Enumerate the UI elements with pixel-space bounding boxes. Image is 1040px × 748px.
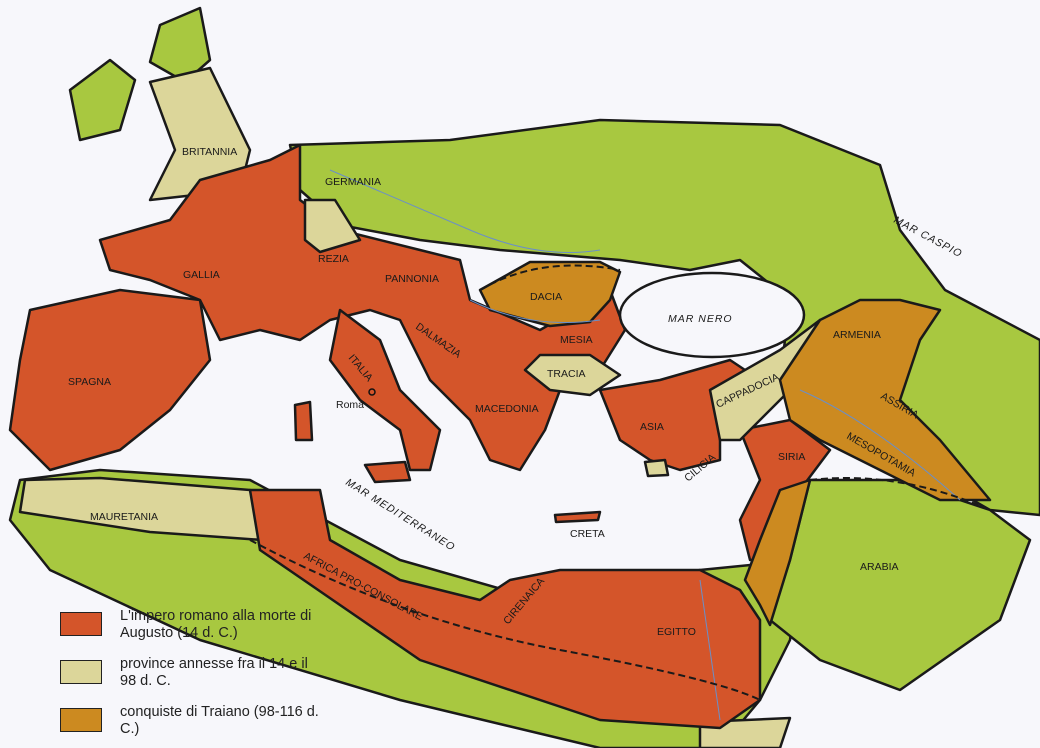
legend: L'impero romano alla morte di Augusto (1… — [60, 608, 320, 748]
region-arabia-petraea — [743, 478, 812, 627]
region-spagna — [8, 288, 212, 472]
legend-swatch — [60, 660, 102, 684]
label-mesia: MESIA — [560, 334, 593, 346]
legend-item-augustus: L'impero romano alla morte di Augusto (1… — [60, 608, 320, 642]
frontier-line — [249, 539, 761, 701]
legend-item-trajan: conquiste di Traiano (98-116 d. C.) — [60, 704, 320, 738]
label-armenia: ARMENIA — [833, 329, 881, 341]
label-creta: CRETA — [570, 528, 605, 540]
label-macedonia: MACEDONIA — [475, 403, 539, 415]
black-sea — [618, 271, 806, 359]
region-ireland — [68, 58, 137, 142]
frontier-line — [809, 477, 991, 511]
region-arabia — [768, 478, 1032, 692]
region-italia — [328, 308, 442, 472]
legend-item-annexed: province annesse fra il 14 e il 98 d. C. — [60, 656, 320, 690]
river — [469, 299, 601, 323]
region-sardinia — [293, 400, 314, 442]
region-cappadocia — [708, 318, 822, 442]
region-armenia-mesopotamia — [778, 298, 992, 502]
legend-text: province annesse fra il 14 e il 98 d. C. — [120, 656, 308, 689]
label-gallia: GALLIA — [183, 269, 220, 281]
legend-swatch — [60, 708, 102, 732]
river — [799, 389, 961, 501]
label-spagna: SPAGNA — [68, 376, 111, 388]
legend-text: conquiste di Traiano (98-116 d. C.) — [120, 704, 319, 737]
label-rezia: REZIA — [318, 253, 349, 265]
frontier-line — [479, 264, 621, 291]
region-africa — [248, 488, 762, 730]
label-mar-nero: MAR NERO — [668, 313, 733, 325]
label-mauretania: MAURETANIA — [90, 511, 158, 523]
region-cilicia-coast — [643, 458, 670, 478]
label-dacia: DACIA — [530, 291, 562, 303]
label-egitto: EGITTO — [657, 626, 696, 638]
label-roma: Roma — [336, 399, 364, 411]
label-asia: ASIA — [640, 421, 664, 433]
label-tracia: TRACIA — [547, 368, 586, 380]
label-siria: SIRIA — [778, 451, 805, 463]
river — [329, 169, 601, 253]
legend-text: L'impero romano alla morte di Augusto (1… — [120, 608, 312, 641]
label-arabia: ARABIA — [860, 561, 899, 573]
region-tracia — [523, 353, 622, 397]
region-europe-core — [98, 143, 627, 472]
label-pannonia: PANNONIA — [385, 273, 439, 285]
river — [699, 579, 721, 721]
region-rezia — [303, 198, 362, 254]
roma-marker — [368, 388, 376, 396]
region-crete — [553, 510, 602, 524]
region-sicily — [363, 460, 412, 484]
label-britannia: BRITANNIA — [182, 146, 237, 158]
label-germania: GERMANIA — [325, 176, 381, 188]
legend-swatch — [60, 612, 102, 636]
